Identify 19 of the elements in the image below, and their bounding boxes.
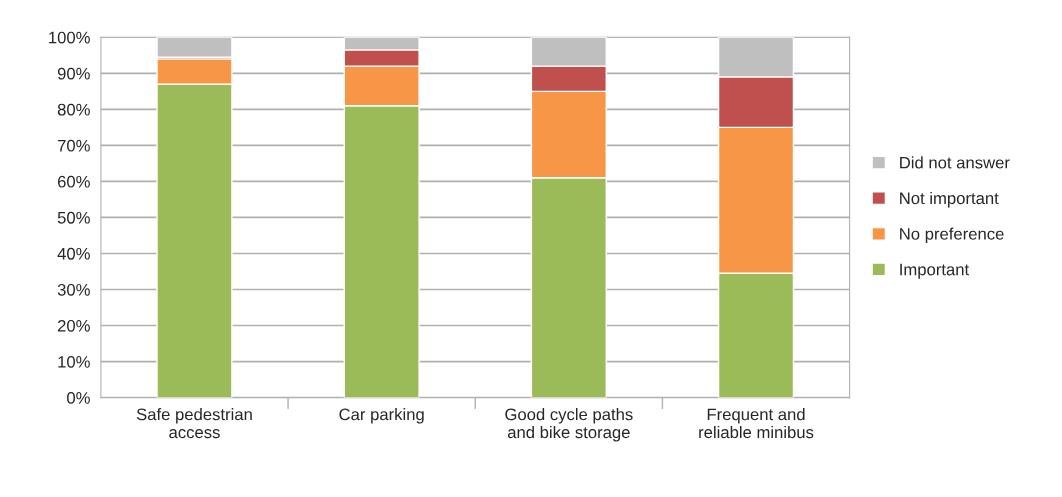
y-tick-label: 20% xyxy=(57,319,90,332)
y-tick-label: 60% xyxy=(57,175,90,188)
legend-label: Did not answer xyxy=(900,156,1010,169)
x-tick-label: Car parking xyxy=(339,408,424,424)
y-tick-label: 30% xyxy=(57,283,90,296)
legend-label: Important xyxy=(900,263,970,279)
y-tick-label: 90% xyxy=(57,67,90,80)
y-tick-label: 40% xyxy=(57,247,90,260)
legend-label: No preference xyxy=(900,227,1004,244)
y-tick-label: 10% xyxy=(58,355,90,368)
x-tick-label: Frequent and reliable minibus xyxy=(699,408,814,439)
x-tick-label: Safe pedestrian access xyxy=(136,408,252,439)
legend-label: Not important xyxy=(900,191,999,208)
y-tick-label: 0% xyxy=(67,392,90,404)
y-tick-label: 70% xyxy=(57,139,90,152)
x-tick-label: Good cycle paths and bike storage xyxy=(505,408,633,442)
y-tick-label: 100% xyxy=(49,31,90,44)
y-tick-label: 50% xyxy=(57,211,90,224)
y-tick-label: 80% xyxy=(57,103,90,116)
